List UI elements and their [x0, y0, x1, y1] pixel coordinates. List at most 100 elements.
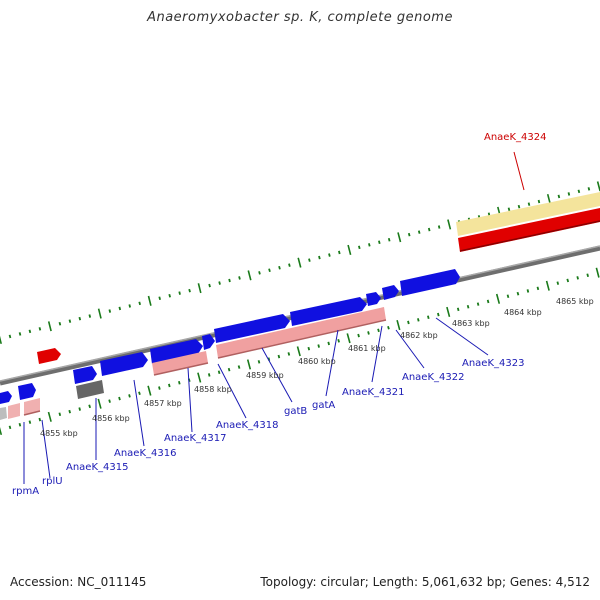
- gene-feature-anaek-4322[interactable]: [382, 285, 399, 300]
- minor-tick: [208, 283, 211, 288]
- minor-tick: [108, 309, 112, 313]
- minor-tick: [288, 263, 291, 267]
- major-tick: [246, 359, 252, 370]
- minor-tick: [407, 320, 410, 325]
- gene-feature-rpmA-fwd[interactable]: [0, 391, 12, 404]
- gene-feature-anaek-4317[interactable]: [150, 339, 203, 364]
- major-tick: [247, 270, 252, 281]
- minor-tick: [378, 240, 381, 245]
- minor-tick: [567, 192, 571, 196]
- upper-tick-track: [0, 181, 600, 344]
- gray-feature-left: [0, 407, 7, 420]
- minor-tick: [138, 391, 141, 396]
- minor-tick: [178, 380, 181, 385]
- gene-label-rpmA[interactable]: rpmA: [12, 486, 39, 497]
- minor-tick: [537, 199, 541, 204]
- minor-tick: [536, 286, 540, 291]
- gene-feature-gatB[interactable]: [214, 314, 290, 343]
- minor-tick: [328, 253, 331, 257]
- minor-tick: [28, 329, 32, 334]
- minor-tick: [437, 312, 440, 317]
- major-tick: [147, 295, 152, 306]
- minor-tick: [237, 365, 241, 369]
- genome-summary-text: Topology: circular; Length: 5,061,632 bp…: [260, 575, 590, 589]
- minor-tick: [158, 386, 161, 390]
- major-tick: [47, 321, 52, 332]
- gene-feature-anaek-4315[interactable]: [73, 366, 97, 384]
- gene-feature-anaek-4316[interactable]: [100, 352, 148, 376]
- minor-tick: [337, 339, 340, 343]
- highlight-region: [456, 192, 600, 236]
- gene-feature-anaek-4318[interactable]: [202, 334, 215, 350]
- gene-feature-red-small[interactable]: [37, 348, 61, 364]
- scale-label: 4856 kbp: [92, 414, 130, 423]
- minor-tick: [88, 404, 91, 409]
- minor-tick: [318, 255, 321, 260]
- minor-tick: [18, 332, 22, 336]
- minor-tick: [506, 294, 510, 299]
- gene-label-anaek-4318[interactable]: AnaeK_4318: [216, 420, 278, 431]
- minor-tick: [577, 189, 581, 194]
- rna-feature-gatA-rev: [216, 307, 386, 358]
- minor-tick: [228, 278, 231, 283]
- gene-feature-anaek-4323[interactable]: [400, 269, 460, 296]
- gene-label-rplU[interactable]: rplU: [42, 476, 63, 487]
- minor-tick: [417, 318, 420, 322]
- gene-label-anaek-4317[interactable]: AnaeK_4317: [164, 433, 226, 444]
- minor-tick: [437, 225, 441, 229]
- gene-label-anaek-4322[interactable]: AnaeK_4322: [402, 372, 464, 383]
- gene-label-anaek-4321[interactable]: AnaeK_4321: [342, 387, 404, 398]
- minor-tick: [88, 314, 92, 318]
- gene-feature-gatA[interactable]: [290, 297, 367, 326]
- gene-feature-anaek-4324-shade: [459, 220, 600, 252]
- minor-tick: [387, 237, 391, 242]
- rna-feature-1: [8, 403, 20, 419]
- minor-tick: [257, 360, 261, 364]
- gene-label-anaek-4315[interactable]: AnaeK_4315: [66, 462, 128, 473]
- scale-label: 4858 kbp: [194, 385, 232, 394]
- major-tick: [546, 194, 551, 205]
- gene-feature-anaek-4324[interactable]: [458, 208, 600, 252]
- gene-label-anaek-4316[interactable]: AnaeK_4316: [114, 448, 176, 459]
- major-tick: [47, 411, 52, 422]
- major-tick: [347, 244, 352, 255]
- major-tick: [346, 333, 351, 344]
- minor-tick: [557, 194, 561, 199]
- major-tick: [97, 398, 102, 409]
- gene-feature-anaek-4321[interactable]: [366, 292, 381, 306]
- minor-tick: [427, 315, 430, 320]
- minor-tick: [576, 276, 579, 280]
- gene-label-gatB[interactable]: gatB: [284, 406, 307, 417]
- minor-tick: [317, 344, 320, 348]
- scale-label: 4860 kbp: [298, 357, 336, 366]
- minor-tick: [308, 258, 311, 262]
- gene-feature-rplU-fwd[interactable]: [18, 383, 36, 400]
- major-tick: [0, 335, 2, 344]
- minor-tick: [507, 207, 511, 212]
- minor-tick: [168, 293, 171, 298]
- minor-tick: [278, 265, 281, 270]
- minor-tick: [367, 331, 370, 335]
- gene-label-gatA[interactable]: gatA: [312, 400, 335, 411]
- minor-tick: [38, 327, 42, 331]
- minor-tick: [227, 367, 231, 372]
- minor-tick: [258, 271, 261, 275]
- gene-label-leaders: [23, 151, 525, 484]
- minor-tick: [466, 304, 470, 309]
- minor-tick: [68, 409, 71, 414]
- minor-tick: [486, 299, 490, 304]
- gene-label-anaek-4324[interactable]: AnaeK_4324: [484, 132, 546, 143]
- gene-label-anaek-4323[interactable]: AnaeK_4323: [462, 358, 524, 369]
- major-tick: [297, 257, 302, 268]
- minor-tick: [78, 316, 82, 321]
- minor-tick: [357, 333, 360, 338]
- scale-label: 4859 kbp: [246, 371, 284, 380]
- minor-tick: [108, 399, 111, 403]
- minor-tick: [407, 232, 411, 237]
- gray-feature: [76, 380, 104, 399]
- minor-tick: [168, 383, 171, 388]
- minor-tick: [587, 187, 591, 191]
- minor-tick: [118, 396, 121, 401]
- map-title: Anaeromyxobacter sp. K, complete genome: [147, 10, 453, 25]
